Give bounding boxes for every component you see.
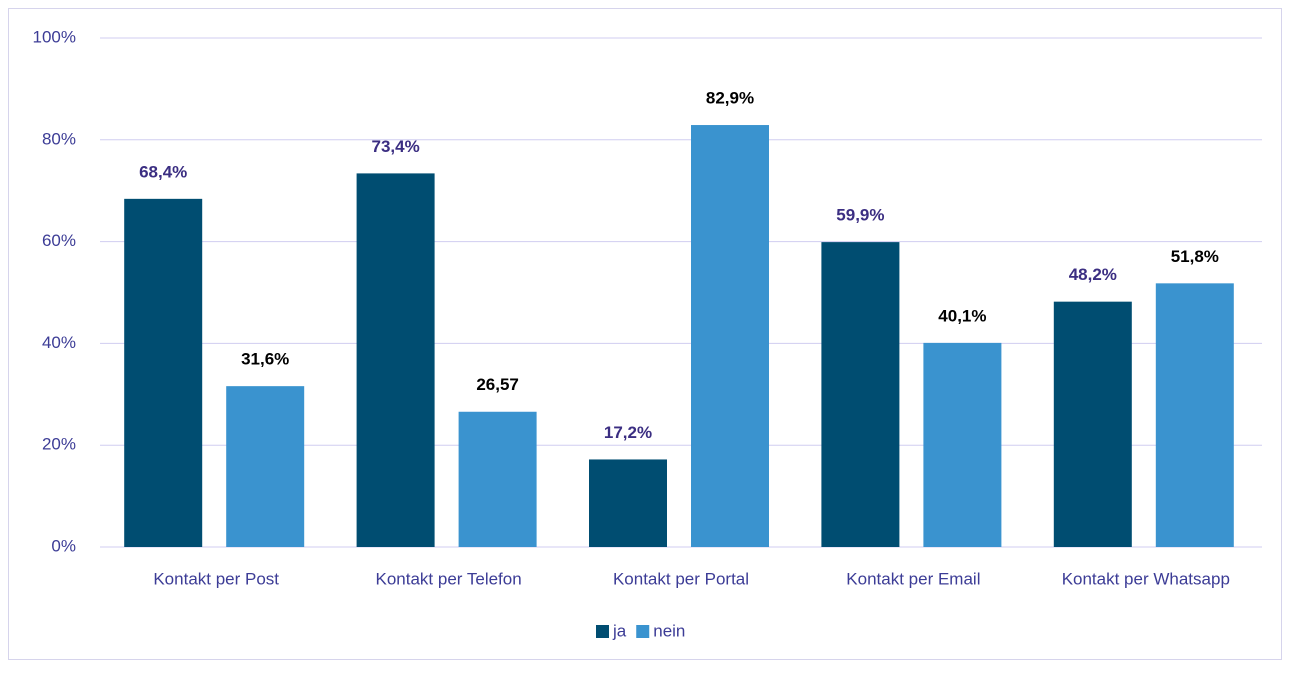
bar — [1155, 283, 1234, 547]
legend-label: nein — [653, 621, 685, 640]
value-label: 82,9% — [706, 89, 754, 108]
bar — [356, 173, 435, 548]
value-label: 26,57 — [476, 375, 519, 394]
bar — [1053, 301, 1132, 547]
bar — [124, 198, 203, 547]
x-tick-label: Kontakt per Post — [153, 569, 279, 588]
x-tick-label: Kontakt per Whatsapp — [1062, 569, 1230, 588]
y-tick-label: 20% — [42, 435, 76, 454]
x-tick-label: Kontakt per Portal — [613, 569, 749, 588]
value-label: 73,4% — [371, 137, 419, 156]
value-label: 68,4% — [139, 162, 187, 181]
y-tick-label: 0% — [51, 536, 76, 555]
bar — [458, 411, 537, 547]
bar — [923, 342, 1002, 547]
bar — [589, 459, 667, 547]
bar — [821, 242, 900, 547]
bar — [226, 386, 305, 547]
legend-swatch — [636, 625, 650, 638]
legend-swatch — [596, 625, 609, 638]
legend-label: ja — [612, 621, 627, 640]
x-tick-label: Kontakt per Telefon — [376, 569, 522, 588]
value-label: 31,6% — [241, 350, 289, 369]
x-tick-label: Kontakt per Email — [846, 569, 980, 588]
value-label: 59,9% — [836, 206, 884, 225]
value-label: 40,1% — [938, 306, 986, 325]
bar — [691, 125, 769, 547]
y-tick-label: 40% — [42, 333, 76, 352]
y-tick-label: 100% — [33, 27, 76, 46]
value-label: 51,8% — [1171, 247, 1219, 266]
value-label: 48,2% — [1069, 265, 1117, 284]
y-tick-label: 80% — [42, 129, 76, 148]
value-label: 17,2% — [604, 423, 652, 442]
y-tick-label: 60% — [42, 231, 76, 250]
